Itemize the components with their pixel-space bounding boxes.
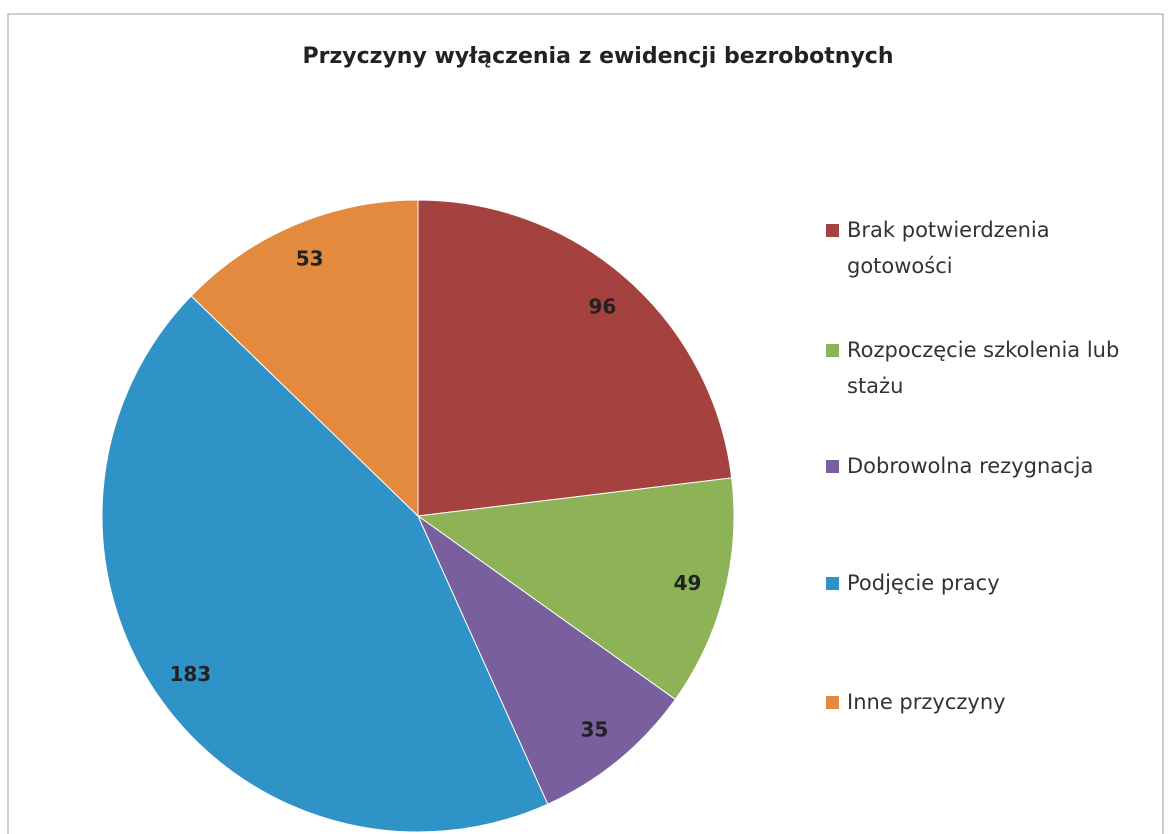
legend-label: Dobrowolna rezygnacja <box>847 454 1094 478</box>
legend-item: Rozpoczęcie szkolenia lub stażu <box>826 332 1156 404</box>
pie-slice <box>190 199 419 518</box>
legend-label: Brak potwierdzenia gotowości <box>847 218 1050 278</box>
chart-title: Przyczyny wyłączenia z ewidencji bezrobo… <box>302 44 893 69</box>
legend-label: Inne przyczyny <box>847 690 1006 714</box>
data-label: 49 <box>674 571 702 595</box>
legend-item: Brak potwierdzenia gotowości <box>826 212 1156 284</box>
legend-item: Dobrowolna rezygnacja <box>826 448 1156 484</box>
legend-label: Rozpoczęcie szkolenia lub stażu <box>847 338 1120 398</box>
data-label: 35 <box>580 717 608 741</box>
pie-slice <box>417 199 733 517</box>
pie-slice <box>416 477 735 701</box>
legend-swatch <box>826 577 839 590</box>
legend-swatch <box>826 696 839 709</box>
legend-swatch <box>826 344 839 357</box>
legend-label: Podjęcie pracy <box>847 571 1000 595</box>
pie-slice <box>101 295 549 833</box>
data-label: 96 <box>588 294 616 318</box>
legend-item: Podjęcie pracy <box>826 565 1156 601</box>
data-label: 183 <box>169 662 211 686</box>
legend-swatch <box>826 460 839 473</box>
legend-item: Inne przyczyny <box>826 684 1156 720</box>
data-label: 53 <box>296 246 324 270</box>
legend-swatch <box>826 224 839 237</box>
pie-slice <box>416 514 677 805</box>
